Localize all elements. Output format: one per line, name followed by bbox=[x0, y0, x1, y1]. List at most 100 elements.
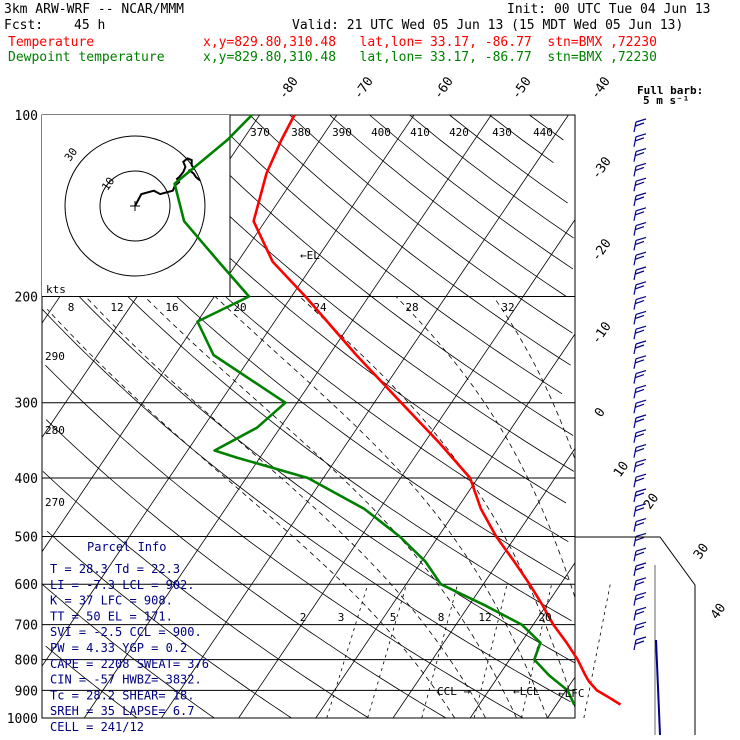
isotherm-label: -70 bbox=[351, 74, 377, 102]
isotherm-line bbox=[238, 219, 576, 719]
wind-barb-staff bbox=[633, 388, 637, 399]
dry-adiabat-line bbox=[45, 364, 524, 719]
barb-key-units: 5 m s⁻¹ bbox=[643, 94, 689, 107]
isotherm-line bbox=[41, 114, 338, 553]
wind-barb-staff bbox=[633, 255, 637, 266]
wind-barb-flag bbox=[635, 240, 645, 245]
wind-barb-flag bbox=[635, 503, 647, 508]
wind-barb-staff bbox=[633, 417, 637, 429]
wind-barb-flag bbox=[635, 444, 647, 449]
isotherm-label: -60 bbox=[431, 74, 457, 102]
wind-barb-flag bbox=[635, 177, 647, 182]
theta-e-label: 380 bbox=[291, 126, 311, 139]
wind-barb-flag bbox=[635, 418, 645, 423]
dry-adiabat-line bbox=[369, 114, 574, 270]
dry-adiabat-line bbox=[55, 220, 572, 622]
wind-barb-flag bbox=[635, 518, 647, 523]
wind-barb-flag bbox=[635, 536, 645, 541]
forecast-hour: 45 h bbox=[74, 18, 106, 33]
wind-barb-staff bbox=[633, 210, 637, 221]
wind-barb-flag bbox=[635, 270, 645, 275]
mixing-ratio-label: 8 bbox=[438, 611, 445, 624]
parcel-info-row: T = 28.3 Td = 22.3 bbox=[50, 562, 180, 576]
wind-barb-flag bbox=[635, 344, 645, 349]
wind-barb-flag bbox=[635, 133, 647, 138]
parcel-info-title: Parcel Info bbox=[87, 540, 166, 554]
pressure-label: 400 bbox=[15, 472, 38, 487]
isotherm-label: 0 bbox=[592, 405, 609, 420]
dry-adiabat-line bbox=[41, 583, 215, 719]
parcel-info-row: LI = -7.3 LCL = 902. bbox=[50, 578, 195, 592]
wind-barb-staff bbox=[633, 314, 637, 325]
theta-e-label: 410 bbox=[410, 126, 430, 139]
wind-barb-staff bbox=[633, 329, 637, 340]
parcel-info-row: Tc = 28.2 SHEAR= 18. bbox=[50, 688, 195, 702]
pressure-label: 700 bbox=[15, 619, 38, 634]
wind-barb-flag bbox=[635, 458, 647, 463]
wind-barb-flag bbox=[635, 429, 647, 434]
moist-adiabat-line bbox=[493, 296, 575, 458]
wind-barb-staff bbox=[633, 240, 637, 251]
wind-barb-flag bbox=[635, 192, 647, 197]
el-annotation: ←EL bbox=[300, 249, 320, 262]
wind-barb-flag bbox=[635, 314, 645, 319]
isotherm-label: 40 bbox=[708, 601, 729, 622]
wind-barb-flag bbox=[635, 374, 645, 379]
barb-column-outline bbox=[575, 536, 696, 735]
model-title: 3km ARW-WRF -- NCAR/MMM bbox=[4, 2, 185, 17]
mixing-ratio-line bbox=[421, 584, 458, 719]
wind-barb-flag bbox=[635, 370, 647, 375]
wind-barb-flag bbox=[635, 122, 645, 127]
wind-barb-flag bbox=[635, 551, 645, 556]
mixing-ratio-line bbox=[326, 584, 369, 719]
sounding-traces bbox=[173, 114, 622, 706]
parcel-info-row: K = 37 LFC = 908. bbox=[50, 594, 173, 608]
wind-barb-flag bbox=[635, 211, 645, 216]
wind-barb-flag bbox=[635, 148, 647, 153]
pressure-label: 800 bbox=[15, 654, 38, 669]
pressure-label: 500 bbox=[15, 530, 38, 545]
wind-barb-flag bbox=[635, 532, 647, 537]
wind-barb-flag bbox=[635, 181, 645, 186]
mixing-ratio-label: 5 bbox=[390, 611, 397, 624]
wind-barb-flag bbox=[635, 255, 645, 260]
theta-label: 290 bbox=[45, 350, 65, 363]
wind-barb-flag bbox=[635, 448, 645, 453]
isotherm-line bbox=[547, 676, 576, 719]
isotherm-line bbox=[161, 114, 569, 719]
wind-barb-flag bbox=[635, 359, 645, 364]
valid-time: Valid: 21 UTC Wed 05 Jun 13 (15 MDT Wed … bbox=[292, 18, 684, 33]
wind-barb-flag bbox=[635, 226, 645, 231]
wind-barb-staff bbox=[633, 595, 637, 606]
wind-barb-staff bbox=[633, 447, 637, 458]
wind-barb-staff bbox=[633, 462, 637, 473]
dry-adiabat-line bbox=[45, 645, 138, 719]
wind-barb-flag bbox=[635, 152, 645, 157]
temperature-legend-label: Temperature bbox=[8, 35, 95, 50]
wind-barb-flag bbox=[635, 118, 647, 123]
wind-barb-staff bbox=[633, 491, 637, 503]
wind-barb-staff bbox=[633, 403, 637, 414]
wind-barb-flag bbox=[635, 640, 645, 645]
lfc-annotation: ←LFC bbox=[558, 687, 585, 700]
hodograph-units: kts bbox=[46, 283, 66, 296]
theta-e-label: 390 bbox=[332, 126, 352, 139]
wind-barb-staff bbox=[633, 373, 637, 384]
init-time: Init: 00 UTC Tue 04 Jun 13 bbox=[507, 2, 711, 17]
wind-barb-flag bbox=[635, 606, 647, 611]
mixing-ratio-line bbox=[583, 584, 611, 719]
dewpoint-trace bbox=[173, 114, 576, 706]
isotherm-label: -80 bbox=[276, 74, 302, 102]
wind-barb-staff bbox=[633, 580, 637, 591]
hodograph-ring bbox=[64, 135, 206, 277]
wind-barb-flag bbox=[635, 236, 647, 241]
mixing-ratio-label: 2 bbox=[300, 611, 307, 624]
wind-barb-flag bbox=[635, 340, 647, 345]
wind-barb-flag bbox=[635, 403, 645, 408]
mixing-ratio-line bbox=[473, 584, 508, 719]
wind-barb-flag bbox=[635, 621, 647, 626]
dry-adiabat-line bbox=[45, 419, 447, 719]
wind-barb-staff bbox=[633, 358, 637, 369]
wind-barb-staff bbox=[633, 151, 637, 162]
wind-barb-staff bbox=[633, 136, 637, 147]
